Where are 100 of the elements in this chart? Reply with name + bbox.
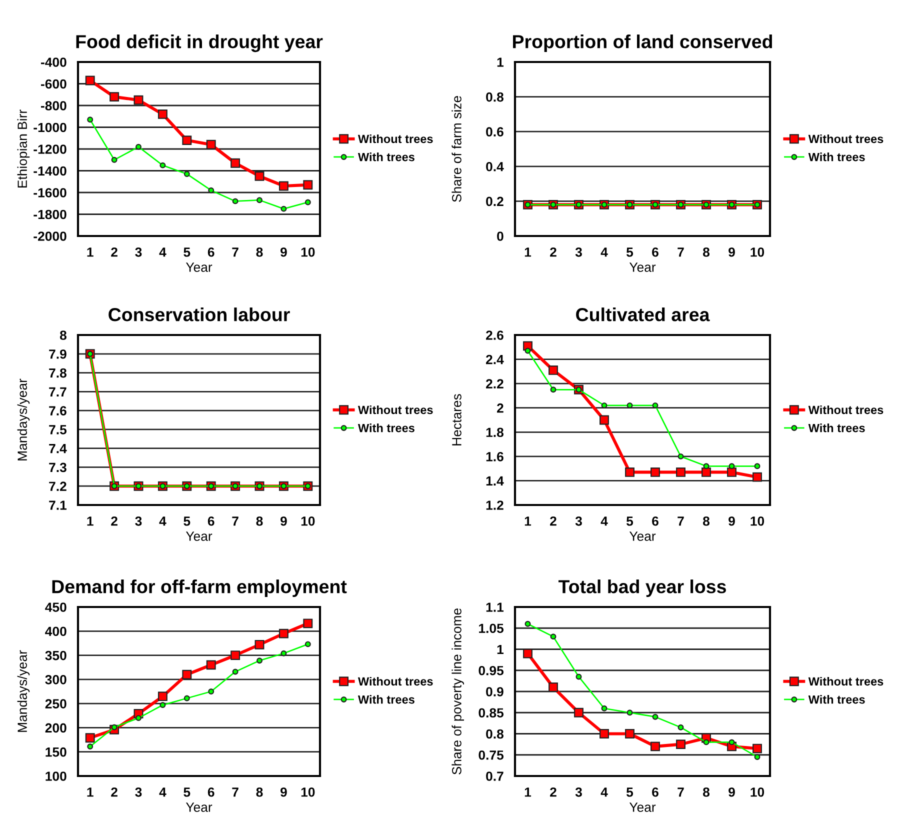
y-tick-label: 350 (45, 650, 66, 660)
legend-label: With trees (808, 152, 865, 162)
y-tick-label: 7.9 (49, 349, 66, 359)
y-tick-label: 0.85 (478, 708, 504, 718)
x-tick-label: 1 (524, 516, 532, 526)
x-tick-label: 9 (728, 787, 735, 797)
chart-title: Food deficit in drought year (76, 34, 323, 52)
legend-label: With trees (358, 152, 414, 162)
y-tick-label: 100 (46, 772, 66, 781)
y-tick-label: 7.1 (49, 500, 67, 510)
x-tick-label: 3 (575, 787, 582, 797)
x-tick-label: 7 (232, 516, 238, 526)
x-tick-label: 1 (524, 788, 532, 797)
y-tick-label: 0.8 (486, 729, 504, 739)
y-tick-label: 250 (45, 699, 66, 708)
x-tick-label: 7 (678, 516, 684, 526)
y-tick-label: 0.8 (486, 92, 504, 102)
y-tick-label: 7.6 (49, 406, 66, 416)
legend-label: Without trees (808, 134, 884, 144)
x-tick-label: 9 (280, 516, 287, 526)
y-tick-label: -1000 (34, 122, 66, 132)
y-tick-label: 7.8 (49, 368, 66, 378)
x-tick-label: 2 (111, 516, 118, 526)
legend-label: Without trees (808, 405, 884, 414)
x-tick-label: 2 (550, 516, 556, 526)
legend-label: With trees (358, 424, 414, 432)
legend-label: Without trees (358, 676, 433, 686)
y-tick-label: 1.8 (486, 428, 504, 438)
y-tick-label: 0.6 (486, 127, 504, 137)
x-tick-label: 9 (280, 247, 287, 257)
y-tick-label: -400 (41, 58, 66, 67)
x-tick-label: 8 (703, 787, 710, 797)
legend-label: With trees (808, 695, 865, 704)
x-tick-label: 6 (208, 247, 214, 257)
x-tick-label: 10 (750, 787, 764, 797)
y-tick-label: 1 (497, 58, 504, 67)
legend-label: Without trees (358, 134, 433, 144)
x-tick-label: 9 (280, 787, 287, 797)
x-tick-label: 8 (256, 516, 263, 526)
x-tick-label: 5 (184, 516, 190, 526)
y-tick-label: 450 (45, 602, 66, 612)
x-tick-label: 4 (600, 516, 608, 526)
x-tick-label: 1 (87, 788, 94, 797)
y-tick-label: 2 (497, 403, 504, 413)
x-tick-label: 4 (600, 788, 608, 797)
y-tick-label: -2000 (34, 232, 66, 241)
legend-label: With trees (358, 695, 414, 704)
x-tick-label: 10 (750, 247, 764, 257)
y-axis-title: Share of poverty line income (452, 608, 464, 775)
x-tick-label: 7 (678, 788, 684, 797)
x-tick-label: 10 (301, 247, 315, 257)
x-axis-title: Year (186, 532, 212, 541)
y-tick-label: 0.4 (486, 162, 504, 172)
x-tick-label: 1 (87, 516, 94, 526)
y-tick-label: 400 (45, 626, 66, 636)
x-tick-label: 9 (728, 516, 735, 526)
y-tick-label: 7.2 (49, 482, 66, 491)
x-tick-label: 1 (87, 248, 94, 257)
y-tick-label: -1200 (34, 144, 66, 154)
y-tick-label: 0.95 (478, 666, 504, 676)
y-axis-title: Mandays/year (17, 650, 30, 732)
x-axis-title: Year (629, 532, 656, 541)
y-tick-label: 7.3 (49, 462, 66, 472)
y-tick-label: 0.2 (486, 196, 504, 206)
y-tick-label: 1.05 (479, 624, 504, 634)
x-tick-label: 1 (524, 248, 532, 257)
y-tick-label: -600 (41, 79, 66, 89)
y-tick-label: 0.75 (478, 750, 504, 760)
x-tick-label: 2 (111, 787, 118, 797)
y-tick-label: 0 (497, 232, 504, 241)
x-tick-label: 6 (652, 247, 658, 257)
chart-title: Demand for off-farm employment (52, 580, 347, 597)
y-tick-label: -800 (41, 101, 66, 110)
chart-title: Conservation labour (108, 308, 290, 322)
legend-label: With trees (808, 424, 865, 432)
x-tick-label: 2 (550, 247, 556, 257)
x-tick-label: 10 (301, 787, 315, 797)
y-tick-label: 0.7 (486, 772, 504, 781)
y-tick-label: 2.2 (486, 379, 504, 388)
x-tick-label: 6 (652, 516, 658, 526)
y-tick-label: -1600 (34, 188, 66, 198)
x-tick-label: 3 (575, 247, 582, 257)
y-tick-label: 200 (45, 723, 66, 733)
x-axis-title: Year (629, 802, 656, 812)
y-tick-label: 1.4 (486, 476, 504, 486)
y-tick-label: 300 (45, 674, 66, 684)
x-tick-label: 5 (626, 248, 634, 257)
x-tick-label: 5 (184, 248, 190, 257)
chart-title: Cultivated area (576, 308, 710, 322)
x-tick-label: 4 (600, 248, 608, 257)
x-tick-label: 7 (232, 788, 238, 797)
x-tick-label: 4 (159, 248, 166, 257)
y-tick-label: 1 (497, 644, 504, 654)
x-tick-label: 3 (135, 787, 142, 797)
y-axis-title: Mandays/year (17, 378, 30, 460)
y-tick-label: 8 (60, 330, 66, 340)
y-tick-label: 1.6 (486, 452, 504, 462)
x-tick-label: 2 (111, 247, 118, 257)
chart-title: Proportion of land conserved (513, 34, 772, 52)
x-tick-label: 6 (208, 787, 214, 797)
